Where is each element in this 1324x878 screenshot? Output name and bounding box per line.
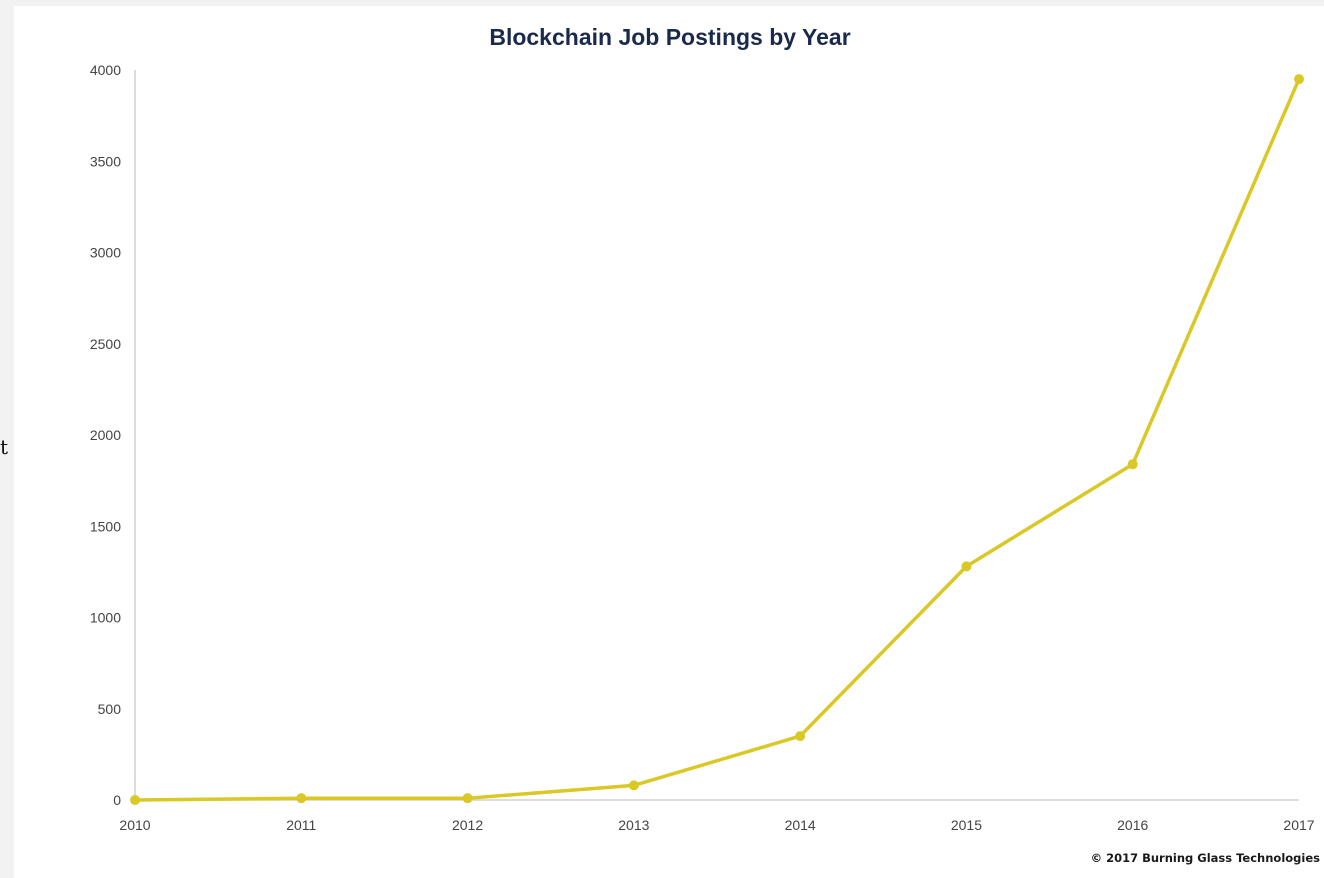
axes-layer xyxy=(134,70,1299,801)
series-points-layer xyxy=(130,74,1304,805)
y-tick-label: 2000 xyxy=(90,427,121,443)
page-margin-strip xyxy=(0,0,14,878)
y-tick-label: 3500 xyxy=(90,153,121,169)
y-tick-label: 1500 xyxy=(90,518,121,534)
chart-title: Blockchain Job Postings by Year xyxy=(489,24,851,50)
data-point xyxy=(296,793,307,804)
x-tick-label: 2014 xyxy=(785,817,816,833)
data-point xyxy=(130,795,140,805)
stray-glyph: t xyxy=(0,435,9,459)
x-tick-label: 2016 xyxy=(1117,817,1148,833)
data-point xyxy=(1294,74,1304,85)
data-point xyxy=(1127,459,1138,470)
x-tick-label: 2011 xyxy=(286,817,316,833)
y-tick-label: 4000 xyxy=(90,62,121,78)
x-tick-label: 2013 xyxy=(618,817,649,833)
data-point xyxy=(795,731,806,742)
x-tick-label: 2012 xyxy=(452,817,483,833)
x-tick-label: 2017 xyxy=(1283,817,1314,833)
y-tick-label: 500 xyxy=(98,701,122,717)
data-point xyxy=(462,793,473,804)
series-line xyxy=(133,77,1301,802)
data-point xyxy=(628,780,639,791)
copyright-notice: © 2017 Burning Glass Technologies xyxy=(1090,851,1320,865)
y-tick-label: 1000 xyxy=(90,610,121,626)
x-tick-labels: 2010 2011 2012 2013 2014 2015 2016 2017 xyxy=(119,817,1314,833)
x-tick-label: 2010 xyxy=(119,817,150,833)
page-top-strip xyxy=(0,0,1324,6)
series-line-layer xyxy=(133,77,1301,802)
data-point xyxy=(961,561,972,572)
y-tick-label: 3000 xyxy=(90,245,121,261)
y-tick-labels: 0 500 1000 1500 2000 2500 3000 3500 4000 xyxy=(90,62,121,808)
y-tick-label: 2500 xyxy=(90,336,121,352)
y-tick-label: 0 xyxy=(113,792,121,808)
x-tick-label: 2015 xyxy=(951,817,982,833)
